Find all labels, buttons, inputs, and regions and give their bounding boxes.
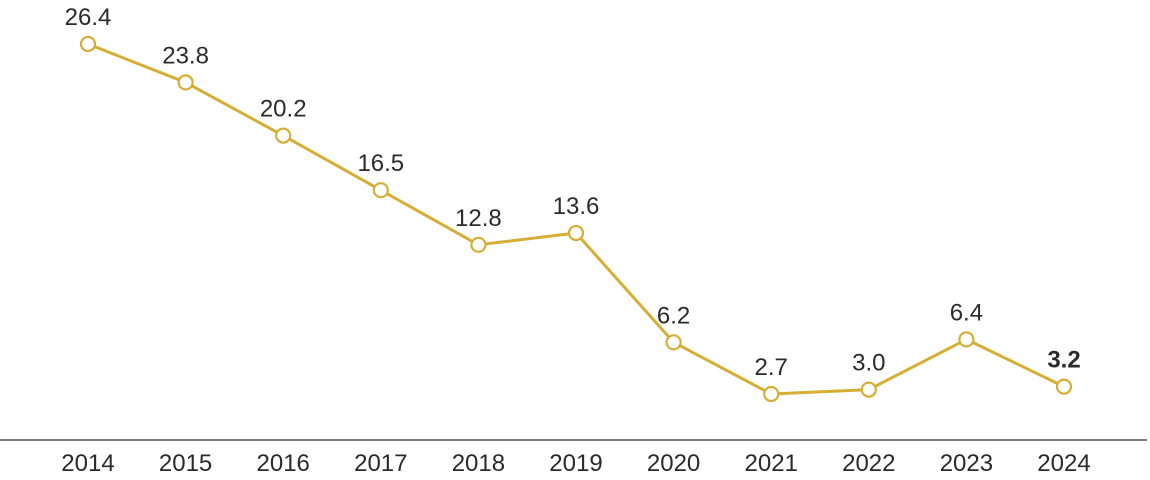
data-point-2021 [763,385,780,403]
x-tick-label-2016: 2016 [257,450,310,477]
data-label-2016: 20.2 [260,96,307,123]
x-tick-label-2014: 2014 [61,450,114,477]
data-label-2022: 3.0 [852,350,885,377]
data-label-2015: 23.8 [162,42,209,69]
x-tick-label-2024: 2024 [1037,450,1090,477]
data-label-2020: 6.2 [657,302,690,329]
x-tick-label-2018: 2018 [452,450,505,477]
data-label-2023: 6.4 [950,299,983,326]
data-label-2024: 3.2 [1047,347,1080,374]
x-tick-label-2021: 2021 [745,450,798,477]
data-label-2018: 12.8 [455,205,502,232]
data-label-2017: 16.5 [357,150,404,177]
data-label-2019: 13.6 [553,193,600,220]
data-label-2014: 26.4 [65,4,112,31]
data-point-2020 [665,334,682,351]
data-point-2019 [567,224,585,242]
data-label-2021: 2.7 [755,354,788,381]
data-point-2017 [372,182,389,199]
x-tick-label-2022: 2022 [842,450,895,477]
x-axis-tick-labels: 2014 2015 2016 2017 2018 2019 2020 2021 2022 2023… [61,450,1090,477]
data-point-2023 [958,331,975,348]
data-points [79,35,1073,403]
data-point-2016 [275,127,292,144]
x-tick-label-2015: 2015 [159,450,212,477]
x-tick-label-2017: 2017 [354,450,407,477]
data-point-2024 [1055,378,1073,395]
data-labels: 26.4 23.8 20.2 16.5 12.8 13.6 6.2 2.7 3.0 6.4 3.2 [65,4,1081,381]
x-tick-label-2023: 2023 [940,450,993,477]
x-tick-label-2019: 2019 [549,450,602,477]
data-point-2015 [177,74,194,91]
data-point-2014 [79,35,97,53]
data-point-2018 [470,236,487,253]
x-tick-label-2020: 2020 [647,450,700,477]
data-point-2022 [860,381,877,398]
